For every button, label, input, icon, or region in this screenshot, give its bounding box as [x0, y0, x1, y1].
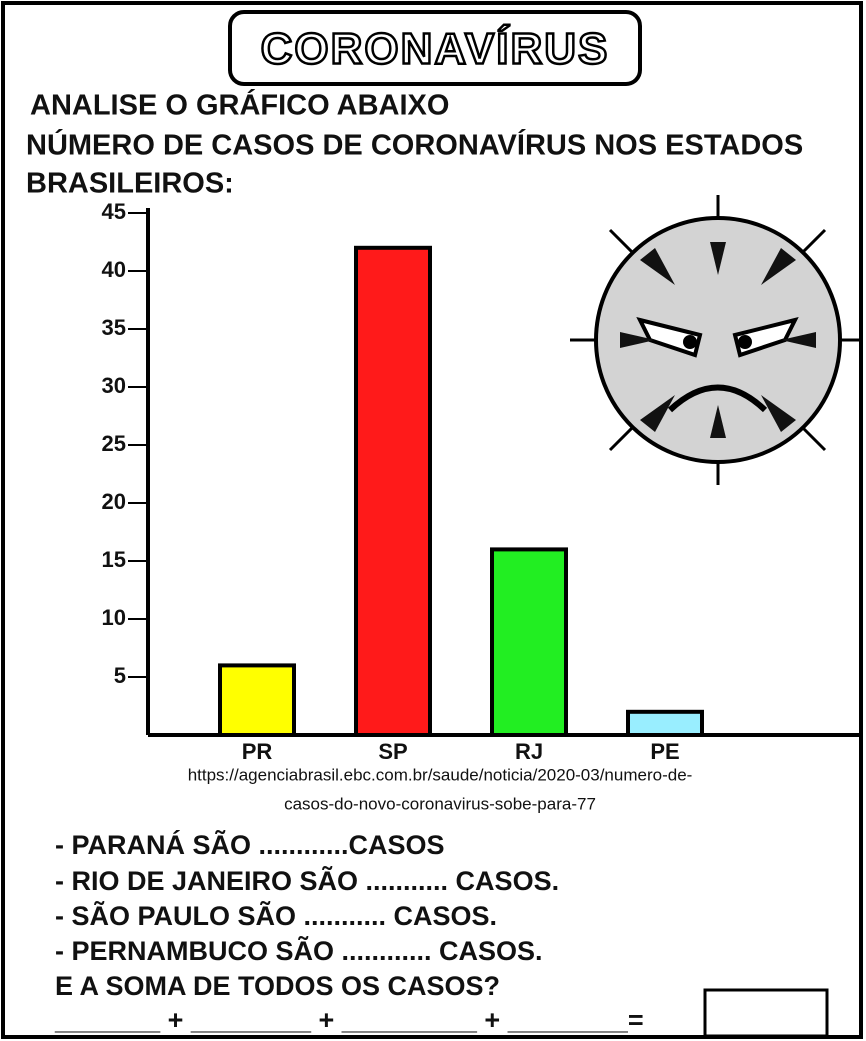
instruction: ANALISE O GRÁFICO ABAIXO — [30, 88, 449, 122]
bar — [492, 549, 566, 735]
question: - RIO DE JANEIRO SÃO ........... CASOS. — [55, 865, 559, 896]
subtitle: NÚMERO DE CASOS DE CORONAVÍRUS NOS ESTAD… — [26, 128, 803, 162]
y-tick-label: 10 — [102, 605, 126, 630]
x-tick-label: SP — [378, 739, 407, 764]
y-tick-label: 5 — [114, 663, 126, 688]
bar — [356, 248, 430, 735]
x-tick-label: PE — [650, 739, 679, 764]
question: - PARANÁ SÃO ............CASOS — [55, 829, 445, 860]
y-tick-label: 35 — [102, 315, 126, 340]
page: CORONAVÍRUS ANALISE O GRÁFICO ABAIXO NÚM… — [0, 0, 866, 1041]
bar — [220, 665, 294, 735]
y-tick-label: 20 — [102, 489, 126, 514]
question: - SÃO PAULO SÃO ........... CASOS. — [55, 900, 497, 931]
question: - PERNAMBUCO SÃO ............ CASOS. — [55, 935, 543, 966]
virus-illustration — [570, 195, 860, 485]
title: CORONAVÍRUS — [261, 24, 610, 74]
source: casos-do-novo-coronavirus-sobe-para-77 — [284, 794, 596, 813]
x-tick-label: RJ — [515, 739, 543, 764]
y-tick-label: 30 — [102, 373, 126, 398]
question: E A SOMA DE TODOS OS CASOS? — [55, 971, 500, 1001]
answer-box[interactable] — [705, 990, 827, 1036]
source: https://agenciabrasil.ebc.com.br/saude/n… — [188, 765, 693, 784]
y-tick-label: 40 — [102, 257, 126, 282]
x-tick-label: PR — [242, 739, 273, 764]
subtitle: BRASILEIROS: — [26, 168, 234, 200]
y-tick-label: 25 — [102, 431, 126, 456]
worksheet: CORONAVÍRUS ANALISE O GRÁFICO ABAIXO NÚM… — [0, 0, 866, 1041]
y-tick-label: 45 — [102, 199, 126, 224]
y-tick-label: 15 — [102, 547, 126, 572]
bar — [628, 712, 702, 735]
sum-line: _______ + ________ + _________ + _______… — [54, 1005, 644, 1035]
